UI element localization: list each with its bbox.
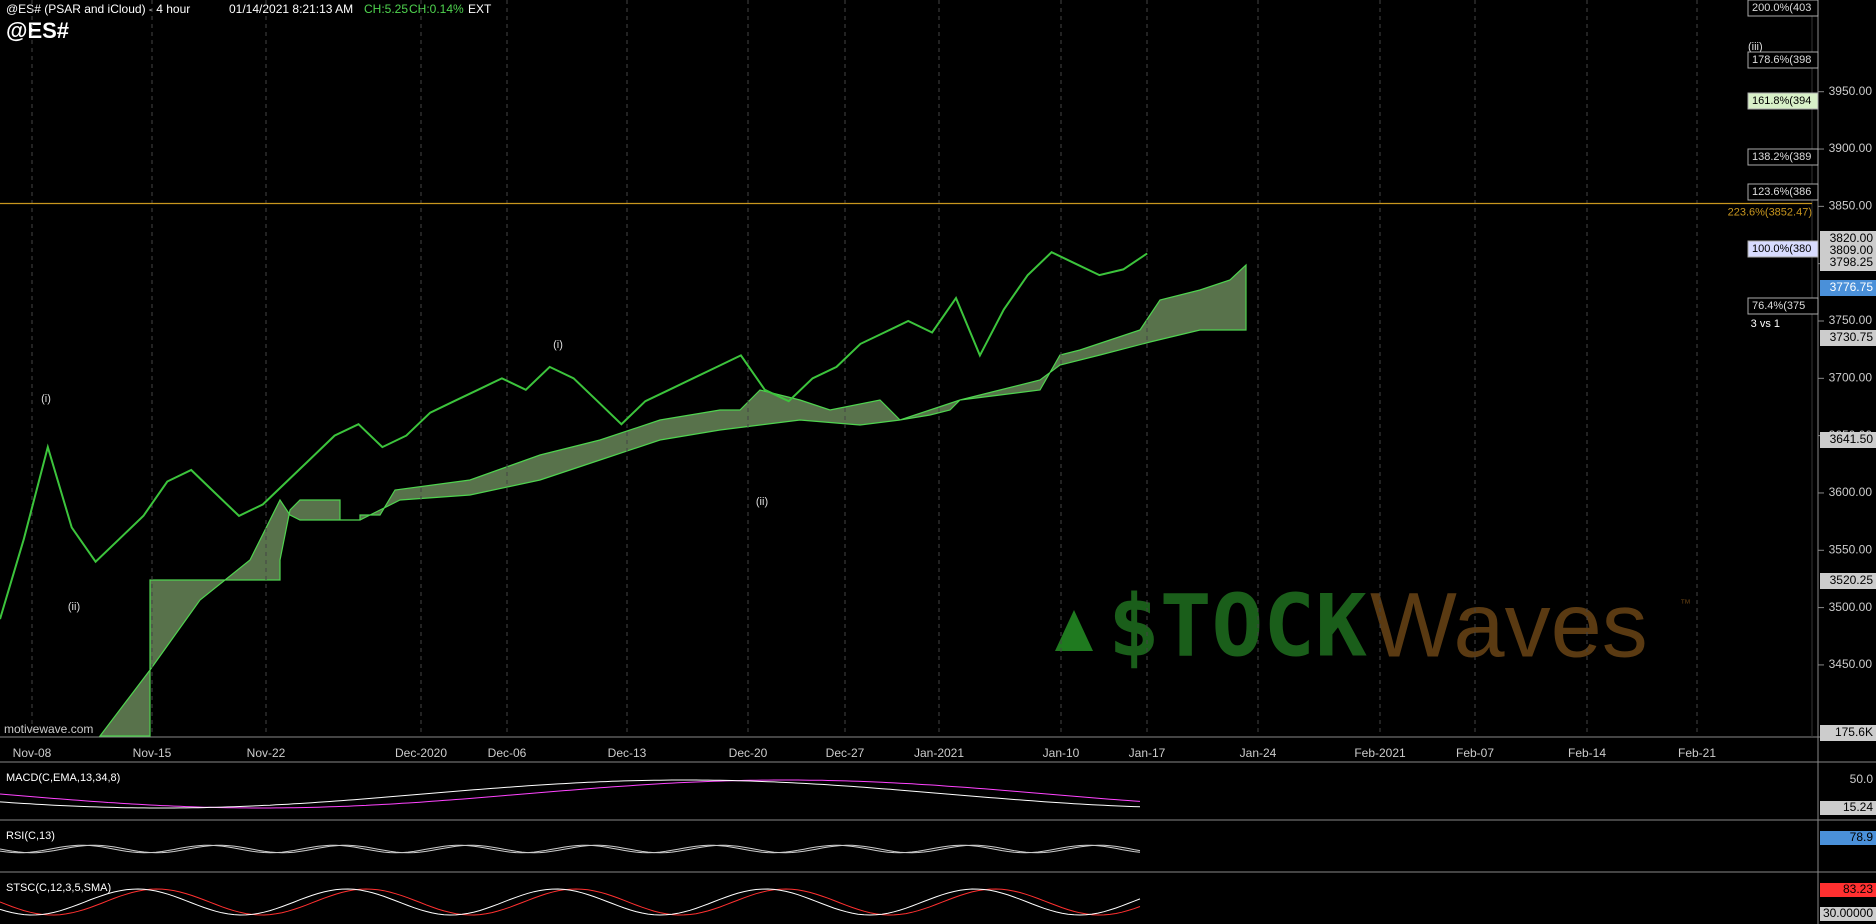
price-label: 175.6K xyxy=(1835,725,1873,739)
fib-box xyxy=(1747,297,1819,315)
x-tick-label: Jan-24 xyxy=(1240,746,1277,760)
fib-box xyxy=(1747,92,1819,110)
x-tick-label: Dec-06 xyxy=(488,746,527,760)
price-box xyxy=(1820,573,1876,589)
watermark-left: $TOCK xyxy=(1108,576,1367,676)
y-tick-label: 3950.00 xyxy=(1829,84,1873,98)
fib-box xyxy=(1747,0,1819,17)
annotation: (iii) xyxy=(1748,41,1763,53)
source: motivewave.com xyxy=(4,722,93,736)
price-label: 3641.50 xyxy=(1830,432,1874,446)
price-label: 3798.25 xyxy=(1830,255,1874,269)
symbol: @ES# xyxy=(6,18,69,43)
indicator-line xyxy=(0,888,1141,916)
price-line xyxy=(0,250,1148,620)
watermark-right: Waves xyxy=(1370,574,1648,676)
x-tick-label: Feb-14 xyxy=(1568,746,1606,760)
fib-box xyxy=(1747,183,1819,201)
fib-label: 100.0%(380 xyxy=(1752,243,1811,255)
indicator-value: 30.00000 xyxy=(1823,906,1873,920)
price-box xyxy=(1820,725,1876,741)
fib-label: 161.8%(394 xyxy=(1752,95,1811,107)
fib-label: 138.2%(389 xyxy=(1752,151,1811,163)
annotation: (ii) xyxy=(68,601,80,613)
y-tick-label: 3900.00 xyxy=(1829,141,1873,155)
fib-label: 178.6%(398 xyxy=(1752,54,1811,66)
annotation: (ii) xyxy=(756,496,768,508)
fib-label: 200.0%(403 xyxy=(1752,2,1811,14)
y-tick-label: 3450.00 xyxy=(1829,657,1873,671)
x-tick-label: Dec-20 xyxy=(729,746,768,760)
y-tick-label: 3850.00 xyxy=(1829,199,1873,213)
y-tick-label: 3550.00 xyxy=(1829,542,1873,556)
x-tick-label: Nov-08 xyxy=(13,746,52,760)
indicator-value-box xyxy=(1820,801,1876,815)
indicator-value-box xyxy=(1820,883,1876,897)
y-tick-label: 3750.00 xyxy=(1829,313,1873,327)
timestamp: 01/14/2021 8:21:13 AM xyxy=(229,2,353,16)
fib-box xyxy=(1747,240,1819,258)
y-tick-label: 3600.00 xyxy=(1829,485,1873,499)
fib-box xyxy=(1747,51,1819,69)
x-tick-label: Feb-2021 xyxy=(1354,746,1406,760)
price-label: 3776.75 xyxy=(1830,280,1874,294)
price-box xyxy=(1820,330,1876,346)
x-tick-label: Dec-2020 xyxy=(395,746,447,760)
indicator-line xyxy=(0,779,1141,809)
session: EXT xyxy=(468,2,492,16)
price-box xyxy=(1820,280,1876,296)
x-tick-label: Dec-13 xyxy=(608,746,647,760)
chart-title: @ES# (PSAR and iCloud) - 4 hour xyxy=(6,2,190,16)
change-pct: CH:0.14% xyxy=(409,2,464,16)
indicator-line xyxy=(0,888,1141,916)
y-tick-label: 3700.00 xyxy=(1829,370,1873,384)
indicator-value-box xyxy=(1820,907,1876,921)
indicator-line xyxy=(0,844,1141,854)
x-tick-label: Jan-2021 xyxy=(914,746,964,760)
x-tick-label: Nov-22 xyxy=(247,746,286,760)
indicator-value: 78.9 xyxy=(1850,830,1874,844)
watermark-logo xyxy=(1055,610,1093,651)
indicator-name: MACD(C,EMA,13,34,8) xyxy=(6,772,120,784)
indicator-name: RSI(C,13) xyxy=(6,830,55,842)
price-label: 3809.00 xyxy=(1830,243,1874,257)
annotation: (i) xyxy=(41,393,51,405)
indicator-value: 83.23 xyxy=(1843,882,1873,896)
x-tick-label: Jan-17 xyxy=(1129,746,1166,760)
cloud xyxy=(98,263,1247,737)
level-label: 223.6%(3852.47) xyxy=(1728,206,1812,218)
indicator-value: 50.0 xyxy=(1850,772,1874,786)
y-tick-label: 3500.00 xyxy=(1829,600,1873,614)
fib-box xyxy=(1747,148,1819,166)
x-tick-label: Nov-15 xyxy=(133,746,172,760)
fib-label: 76.4%(375 xyxy=(1752,300,1805,312)
change: CH:5.25 xyxy=(364,2,408,16)
indicator-value-box xyxy=(1820,773,1876,787)
price-label: 3820.00 xyxy=(1830,231,1874,245)
price-box xyxy=(1820,432,1876,448)
indicator-line xyxy=(0,844,1141,854)
price-label: 3730.75 xyxy=(1830,330,1874,344)
indicator-line xyxy=(0,779,1141,809)
x-tick-label: Feb-21 xyxy=(1678,746,1716,760)
indicator-value: 15.24 xyxy=(1843,800,1873,814)
x-tick-label: Jan-10 xyxy=(1043,746,1080,760)
price-box xyxy=(1820,255,1876,271)
annotation: 3 vs 1 xyxy=(1751,318,1780,330)
indicator-value-box xyxy=(1820,831,1876,845)
price-label: 3520.25 xyxy=(1830,573,1874,587)
watermark-tm: ™ xyxy=(1680,598,1691,610)
annotation: (i) xyxy=(553,339,563,351)
indicator-name: STSC(C,12,3,5,SMA) xyxy=(6,882,111,894)
fib-label: 123.6%(386 xyxy=(1752,186,1811,198)
x-tick-label: Feb-07 xyxy=(1456,746,1494,760)
x-tick-label: Dec-27 xyxy=(826,746,865,760)
